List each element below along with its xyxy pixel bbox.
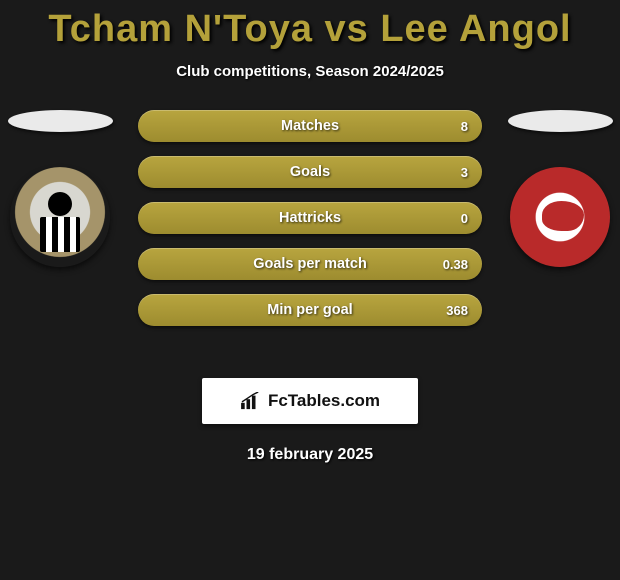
stat-label: Matches [281,118,339,134]
player-photo-placeholder-left [8,110,113,132]
stat-value: 8 [461,119,468,134]
right-player-column [500,110,620,267]
snapshot-date: 19 february 2025 [0,446,620,464]
right-club-logo [510,167,610,267]
comparison-content: Matches 8 Goals 3 Hattricks 0 Goals per … [0,110,620,360]
stat-label: Min per goal [267,302,352,318]
season-subtitle: Club competitions, Season 2024/2025 [0,63,620,80]
player-photo-placeholder-right [508,110,613,132]
stat-bar-goals-per-match: Goals per match 0.38 [138,248,482,280]
stat-value: 0.38 [443,257,468,272]
left-club-logo [10,167,110,267]
stat-label: Hattricks [279,210,341,226]
stat-label: Goals [290,164,330,180]
stat-bar-goals: Goals 3 [138,156,482,188]
brand-badge[interactable]: FcTables.com [202,378,418,424]
brand-text: FcTables.com [268,391,380,411]
stat-value: 368 [446,303,468,318]
left-player-column [0,110,120,267]
stat-bar-hattricks: Hattricks 0 [138,202,482,234]
stat-label: Goals per match [253,256,367,272]
bar-chart-icon [240,392,262,410]
stat-bar-matches: Matches 8 [138,110,482,142]
stat-value: 0 [461,211,468,226]
page-title: Tcham N'Toya vs Lee Angol [0,0,620,51]
stats-bars: Matches 8 Goals 3 Hattricks 0 Goals per … [138,110,482,326]
stat-bar-min-per-goal: Min per goal 368 [138,294,482,326]
stat-value: 3 [461,165,468,180]
